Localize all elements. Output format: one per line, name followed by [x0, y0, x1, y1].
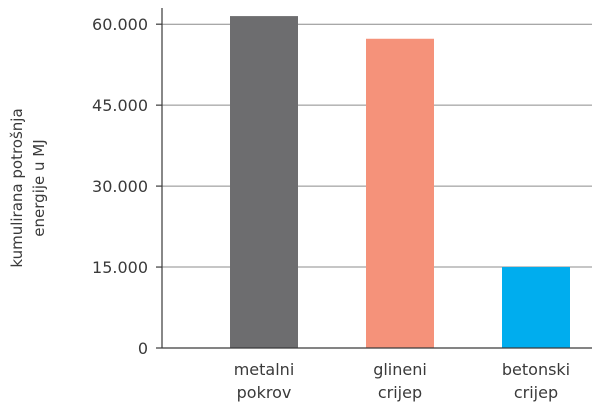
y-tick-labels: 0 15.000 30.000 45.000 60.000 [92, 15, 162, 358]
y-axis-label-line: energije u MJ [30, 139, 48, 236]
x-category-label: metalni [234, 360, 295, 379]
bar [502, 267, 570, 348]
y-tick-label: 15.000 [92, 258, 148, 277]
x-category-label: pokrov [237, 383, 292, 402]
y-tick-label: 60.000 [92, 15, 148, 34]
x-category-labels: metalni pokrov glineni crijep betonski crijep [234, 360, 570, 402]
x-category-label: crijep [378, 383, 422, 402]
bar [230, 16, 298, 348]
y-tick-label: 0 [138, 339, 148, 358]
y-tick-label: 45.000 [92, 96, 148, 115]
y-axis-label-line: kumulirana potrošnja [8, 108, 26, 267]
x-category-label: glineni [373, 360, 427, 379]
x-category-label: crijep [514, 383, 558, 402]
bars [230, 16, 570, 349]
x-category-label: betonski [502, 360, 570, 379]
bar [366, 38, 434, 349]
y-tick-label: 30.000 [92, 177, 148, 196]
